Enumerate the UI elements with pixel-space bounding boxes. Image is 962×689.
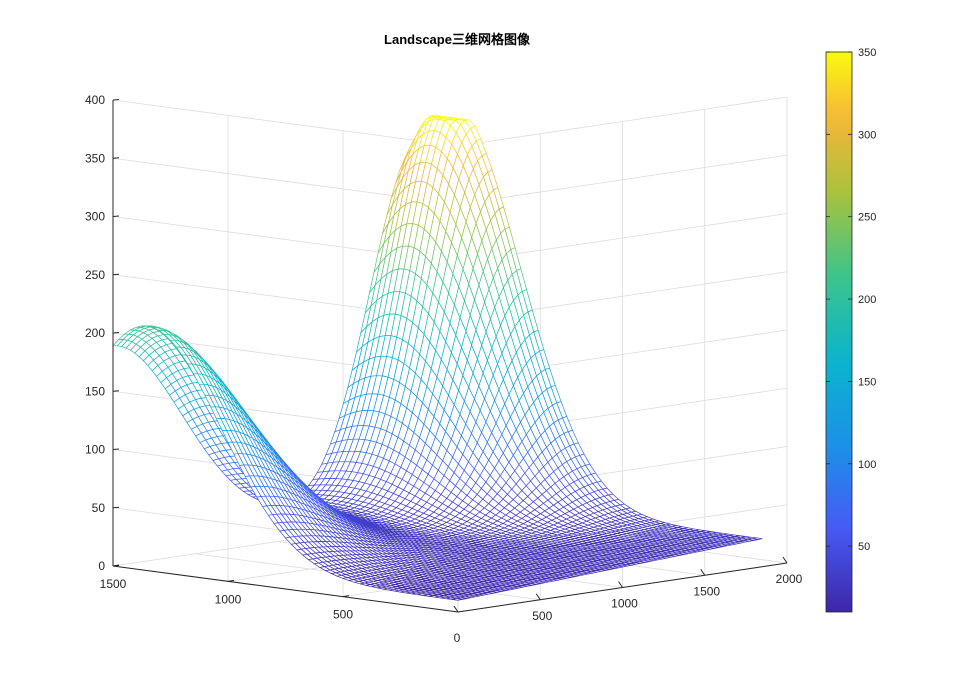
colorbar-tick-label: 200 (858, 294, 876, 306)
y-tick-label: 1000 (215, 592, 242, 606)
z-tick-label: 350 (85, 151, 105, 165)
z-tick-label: 300 (85, 210, 105, 224)
mesh-cell (452, 598, 463, 601)
x-tick-label: 1500 (693, 584, 720, 598)
colorbar-tick-label: 100 (858, 459, 876, 471)
z-tick-label: 150 (85, 384, 105, 398)
origin-tick-label: 0 (454, 631, 461, 645)
colorbar-gradient (825, 51, 853, 613)
colorbar-tick-label: 50 (858, 541, 870, 553)
z-tick-label: 200 (85, 326, 105, 340)
z-tick-label: 100 (85, 443, 105, 457)
surface-mesh (112, 114, 763, 601)
chart-title: Landscape三维网格图像 (384, 32, 531, 47)
z-tick-label: 0 (98, 559, 105, 573)
y-tick-label: 1500 (100, 577, 127, 591)
z-tick-label: 50 (92, 501, 106, 515)
colorbar-tick-label: 250 (858, 212, 876, 224)
y-tick-label: 500 (333, 608, 353, 622)
colorbar-tick-label: 150 (858, 376, 876, 388)
colorbar: 50 100 150 200 250 300 350 (825, 47, 876, 613)
z-tick-label: 250 (85, 268, 105, 282)
colorbar-tick-label: 350 (858, 47, 876, 59)
x-tick-label: 2000 (776, 572, 803, 586)
colorbar-tick-label: 300 (858, 129, 876, 141)
z-tick-label: 400 (85, 93, 105, 107)
x-tick-label: 1000 (611, 597, 638, 611)
x-tick-label: 500 (532, 609, 552, 623)
